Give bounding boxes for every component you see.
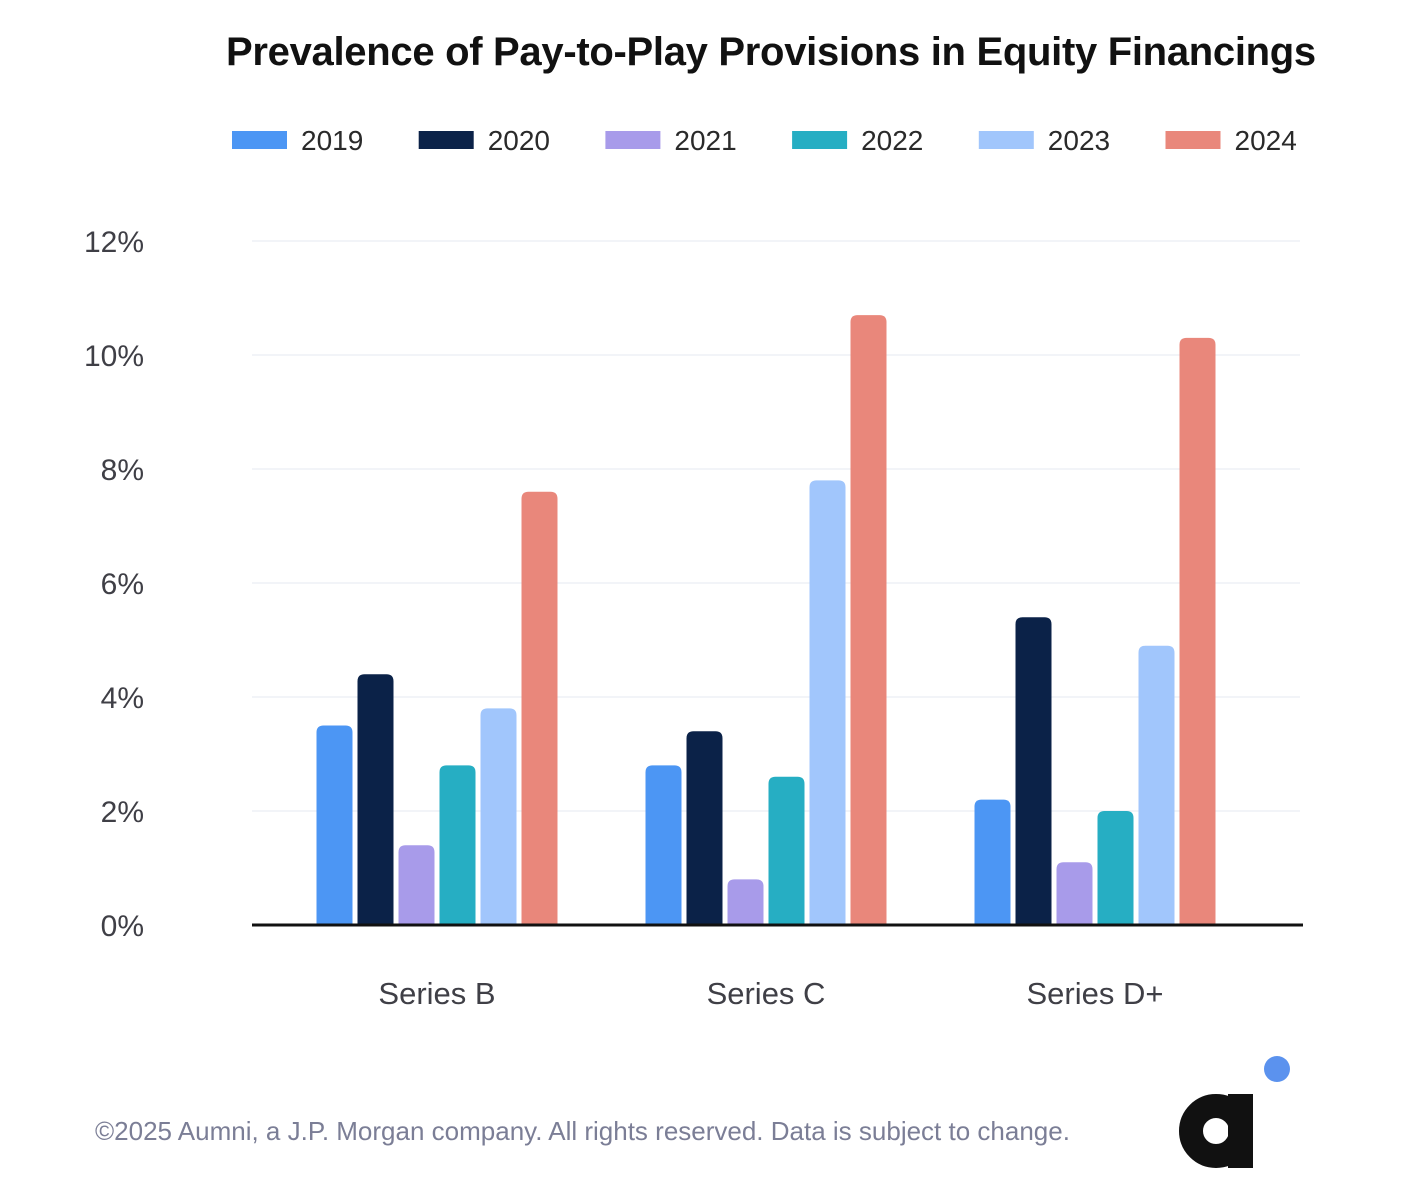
bar	[1097, 811, 1134, 925]
bar	[439, 765, 476, 925]
legend-swatch	[605, 131, 661, 149]
bar	[974, 799, 1011, 925]
legend-label: 2024	[1235, 125, 1297, 156]
bar	[480, 708, 517, 925]
bar	[768, 776, 805, 925]
legend-label: 2023	[1048, 125, 1110, 156]
bar	[521, 491, 558, 925]
bar	[727, 879, 764, 925]
bar	[1179, 337, 1216, 925]
chart-title: Prevalence of Pay-to-Play Provisions in …	[226, 30, 1316, 74]
y-tick-label: 10%	[84, 340, 144, 373]
bar	[1056, 862, 1093, 925]
bar	[398, 845, 435, 925]
logo-mark-stem	[1228, 1094, 1253, 1168]
legend-label: 2021	[674, 125, 736, 156]
legend-swatch	[1165, 131, 1221, 149]
logo-dot	[1264, 1056, 1290, 1082]
legend-swatch	[978, 131, 1034, 149]
y-tick-label: 4%	[101, 682, 144, 715]
legend-label: 2022	[861, 125, 923, 156]
y-tick-label: 8%	[101, 454, 144, 487]
bar	[686, 731, 723, 925]
x-tick-label: Series B	[378, 976, 495, 1011]
y-tick-label: 0%	[101, 910, 144, 943]
y-tick-label: 2%	[101, 796, 144, 829]
legend-label: 2019	[301, 125, 363, 156]
y-tick-label: 6%	[101, 568, 144, 601]
y-tick-label: 12%	[84, 226, 144, 259]
x-tick-label: Series D+	[1027, 976, 1164, 1011]
bar	[645, 765, 682, 925]
copyright-footer: ©2025 Aumni, a J.P. Morgan company. All …	[95, 1116, 1070, 1146]
legend-swatch	[792, 131, 848, 149]
bar	[1015, 617, 1052, 925]
legend-swatch	[418, 131, 474, 149]
legend-label: 2020	[488, 125, 550, 156]
x-tick-label: Series C	[707, 976, 826, 1011]
bar	[809, 480, 846, 925]
bar	[850, 315, 887, 926]
bar	[316, 725, 353, 925]
bar	[357, 674, 394, 925]
bar	[1138, 645, 1175, 925]
legend-swatch	[232, 131, 287, 149]
